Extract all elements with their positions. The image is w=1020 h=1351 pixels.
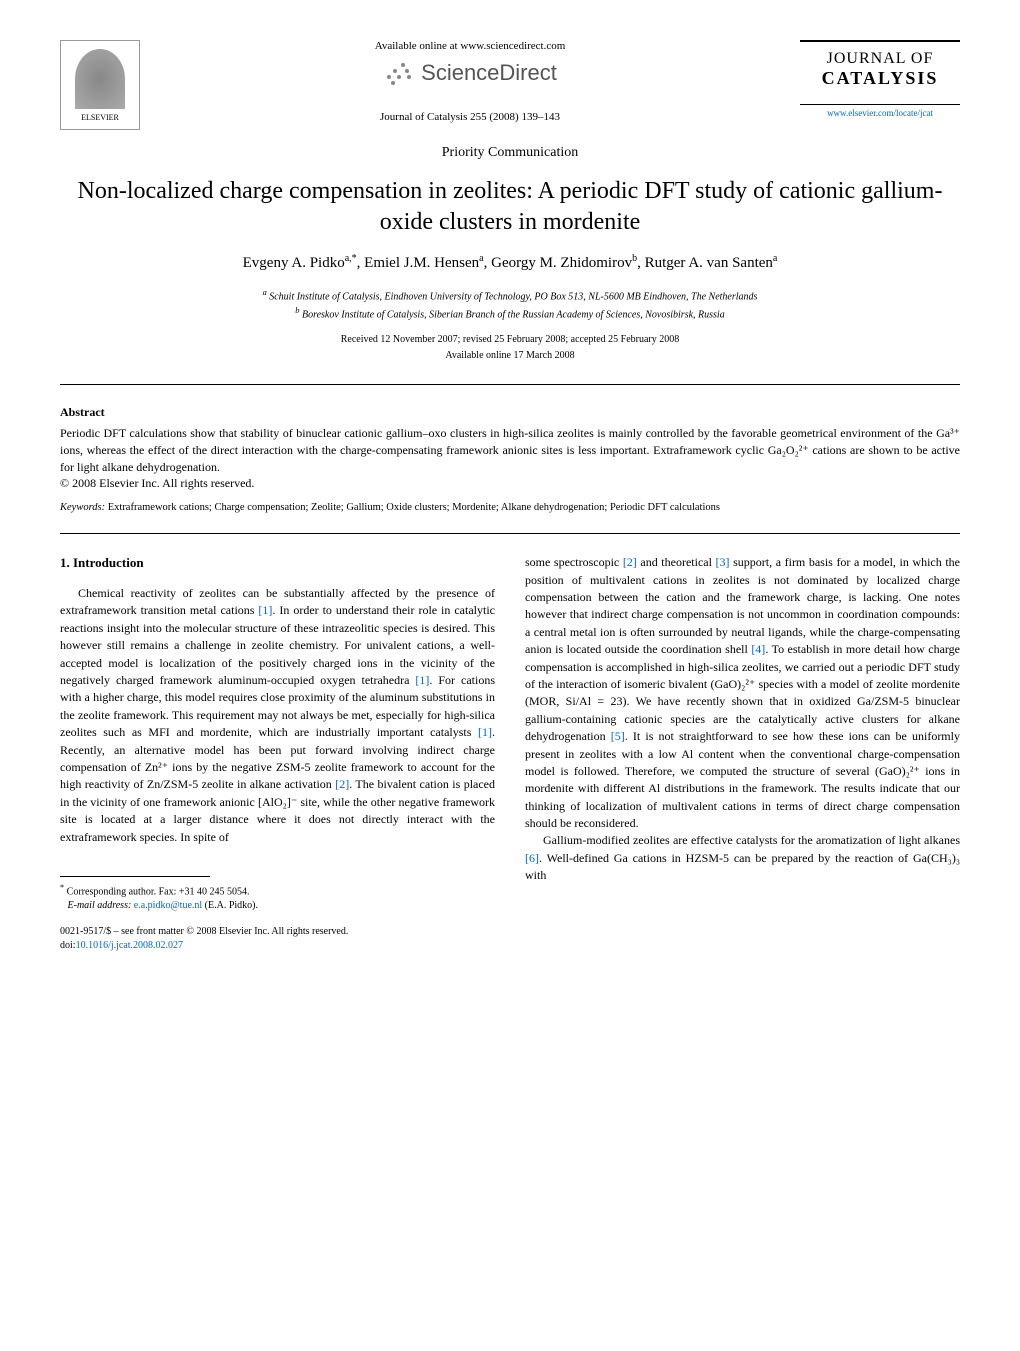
journal-name-line2: CATALYSIS [800, 68, 960, 89]
affiliation-b: b Boreskov Institute of Catalysis, Siber… [60, 305, 960, 322]
author-1-sup: a,* [345, 253, 357, 264]
article-title: Non-localized charge compensation in zeo… [60, 176, 960, 238]
sciencedirect-text: ScienceDirect [421, 60, 557, 86]
ref-link-3[interactable]: [3] [716, 555, 730, 569]
ref-link-6[interactable]: [6] [525, 851, 539, 865]
article-type: Priority Communication [60, 145, 960, 161]
journal-name-line1: JOURNAL OF [800, 50, 960, 68]
ref-link-5[interactable]: [5] [611, 729, 625, 743]
dates-online: Available online 17 March 2008 [60, 348, 960, 364]
abstract-section: Abstract Periodic DFT calculations show … [60, 405, 960, 492]
bottom-info: 0021-9517/$ – see front matter © 2008 El… [60, 925, 495, 953]
ref-link-2a[interactable]: [2] [335, 777, 349, 791]
keywords-label: Keywords: [60, 502, 105, 513]
column-right: some spectroscopic [2] and theoretical [… [525, 554, 960, 953]
ref-link-4[interactable]: [4] [751, 642, 765, 656]
keywords-section: Keywords: Extraframework cations; Charge… [60, 502, 960, 513]
author-3: Georgy M. Zhidomirov [491, 255, 632, 271]
keywords-text: Extraframework cations; Charge compensat… [108, 502, 720, 513]
body-columns: 1. Introduction Chemical reactivity of z… [60, 554, 960, 953]
ref-link-1c[interactable]: [1] [478, 725, 492, 739]
header-row: ELSEVIER Available online at www.science… [60, 40, 960, 130]
author-4-sup: a [773, 253, 777, 264]
elsevier-logo: ELSEVIER [60, 40, 140, 130]
intro-paragraph-1: Chemical reactivity of zeolites can be s… [60, 585, 495, 846]
authors-list: Evgeny A. Pidkoa,*, Emiel J.M. Hensena, … [60, 253, 960, 272]
dates-received: Received 12 November 2007; revised 25 Fe… [60, 332, 960, 348]
doi-link[interactable]: 10.1016/j.jcat.2008.02.027 [76, 940, 184, 951]
journal-citation: Journal of Catalysis 255 (2008) 139–143 [160, 111, 780, 123]
center-header: Available online at www.sciencedirect.co… [140, 40, 800, 123]
author-2-sup: a [479, 253, 483, 264]
email-label: E-mail address: [68, 900, 132, 911]
sd-dots-icon [383, 61, 413, 86]
publication-dates: Received 12 November 2007; revised 25 Fe… [60, 332, 960, 364]
section-1-heading: 1. Introduction [60, 554, 495, 573]
author-2: Emiel J.M. Hensen [364, 255, 479, 271]
affiliation-a: a Schuit Institute of Catalysis, Eindhov… [60, 287, 960, 304]
available-online-text: Available online at www.sciencedirect.co… [160, 40, 780, 52]
corresponding-footnote: * Corresponding author. Fax: +31 40 245 … [60, 882, 495, 913]
publisher-name: ELSEVIER [81, 113, 119, 122]
doi-label: doi: [60, 940, 76, 951]
footnote-divider [60, 876, 210, 877]
intro-paragraph-2: Gallium-modified zeolites are effective … [525, 832, 960, 884]
journal-title-box: JOURNAL OF CATALYSIS www.elsevier.com/lo… [800, 40, 960, 118]
email-link[interactable]: e.a.pidko@tue.nl [134, 900, 202, 911]
journal-url-link[interactable]: www.elsevier.com/locate/jcat [800, 104, 960, 118]
issn-text: 0021-9517/$ – see front matter © 2008 El… [60, 926, 348, 937]
author-1: Evgeny A. Pidko [243, 255, 345, 271]
author-4: Rutger A. van Santen [645, 255, 773, 271]
author-3-sup: b [632, 253, 637, 264]
email-name: (E.A. Pidko). [205, 900, 258, 911]
ref-link-2b[interactable]: [2] [623, 555, 637, 569]
ref-link-1b[interactable]: [1] [415, 673, 429, 687]
abstract-text: Periodic DFT calculations show that stab… [60, 425, 960, 492]
column-left: 1. Introduction Chemical reactivity of z… [60, 554, 495, 953]
intro-paragraph-1-cont: some spectroscopic [2] and theoretical [… [525, 554, 960, 832]
ref-link-1a[interactable]: [1] [258, 603, 272, 617]
affiliations: a Schuit Institute of Catalysis, Eindhov… [60, 287, 960, 322]
sciencedirect-logo: ScienceDirect [383, 60, 557, 86]
divider-bottom [60, 533, 960, 534]
abstract-copyright: © 2008 Elsevier Inc. All rights reserved… [60, 476, 254, 490]
divider-top [60, 384, 960, 385]
elsevier-tree-icon [75, 49, 125, 109]
abstract-heading: Abstract [60, 405, 960, 420]
